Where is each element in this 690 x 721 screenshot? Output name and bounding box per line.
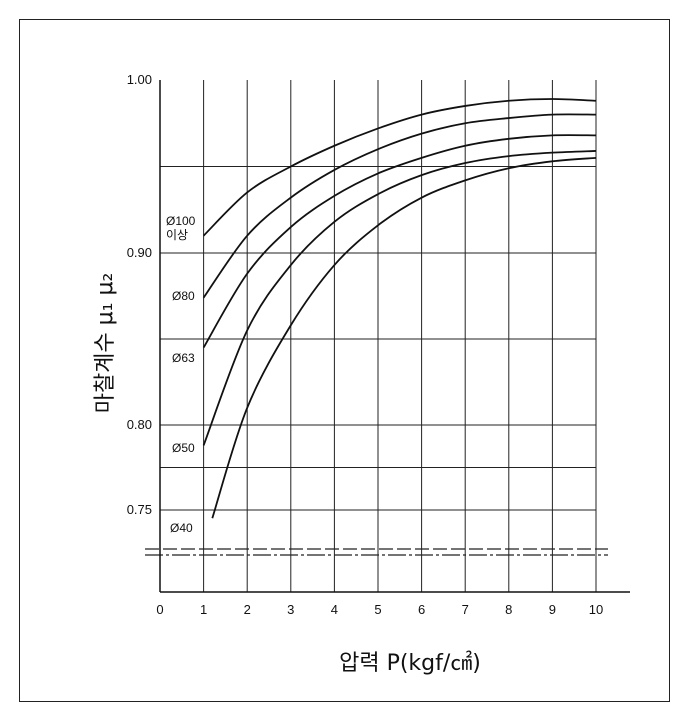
x-tick-label: 4 bbox=[331, 602, 338, 617]
x-tick-label: 6 bbox=[418, 602, 425, 617]
axes bbox=[159, 80, 630, 593]
x-tick-label: 5 bbox=[374, 602, 381, 617]
x-tick-label: 2 bbox=[244, 602, 251, 617]
x-tick-label: 3 bbox=[287, 602, 294, 617]
series-label-suffix: 이상 bbox=[166, 228, 188, 242]
y-tick-label: 1.00 bbox=[127, 72, 152, 87]
x-tick-label: 8 bbox=[505, 602, 512, 617]
chart-frame bbox=[19, 19, 670, 702]
x-axis-title: 압력 P(kgf/㎠) bbox=[339, 650, 481, 676]
y-tick-label: 0.80 bbox=[127, 417, 152, 432]
tick-labels: 0 1 2 3 4 5 6 7 8 9 10 1.00 0.90 0.80 0.75 bbox=[127, 72, 604, 617]
series-label: Ø50 bbox=[172, 441, 195, 455]
grid bbox=[145, 80, 608, 592]
series-line bbox=[202, 113, 597, 299]
series-label: Ø80 bbox=[172, 289, 195, 303]
x-tick-label: 9 bbox=[549, 602, 556, 617]
series-label: Ø100 bbox=[166, 214, 196, 228]
series-line bbox=[211, 156, 597, 519]
series-line bbox=[202, 134, 597, 349]
y-tick-label: 0.90 bbox=[127, 245, 152, 260]
x-tick-label: 10 bbox=[589, 602, 603, 617]
series-label: Ø63 bbox=[172, 351, 195, 365]
series-line bbox=[202, 98, 597, 237]
x-tick-label: 0 bbox=[156, 602, 163, 617]
x-tick-label: 1 bbox=[200, 602, 207, 617]
series-curves bbox=[202, 98, 597, 519]
y-axis-title: 마찰계수 μ₁ μ₂ bbox=[93, 273, 118, 414]
series-label: Ø40 bbox=[170, 521, 193, 535]
series-line bbox=[202, 150, 597, 446]
x-tick-label: 7 bbox=[462, 602, 469, 617]
y-tick-label: 0.75 bbox=[127, 502, 152, 517]
